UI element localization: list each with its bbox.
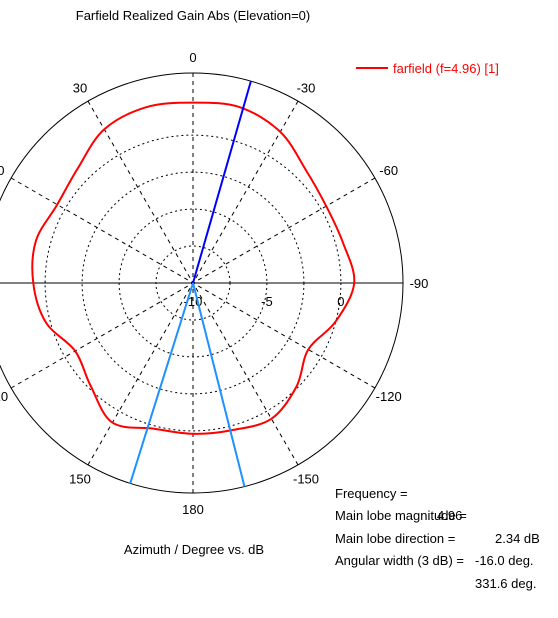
series-line-farfield (31, 101, 356, 435)
radial-tick-labels: -10 -5 0 (184, 294, 345, 309)
info-main-lobe-direction-label: Main lobe direction = (335, 530, 459, 546)
info-frequency-label: Frequency = (335, 485, 412, 501)
angle-label: -120 (376, 389, 402, 404)
beamwidth-marker (192, 282, 246, 487)
angle-label: 60 (0, 163, 5, 178)
antenna-info-panel: Frequency = 4.96 Main lobe magnitude = 2… (335, 460, 540, 591)
info-angular-width: Angular width (3 dB) = 331.6 deg. (335, 528, 536, 591)
info-main-lobe-direction: Main lobe direction = -16.0 deg. (335, 505, 534, 569)
info-main-lobe-magnitude: Main lobe magnitude = 2.34 dB (335, 483, 540, 546)
chart-title: Farfield Realized Gain Abs (Elevation=0) (76, 8, 310, 23)
angle-label: 0 (189, 50, 196, 65)
lobe-markers (129, 80, 252, 487)
main-lobe-marker (192, 80, 252, 284)
polar-chart: Farfield Realized Gain Abs (Elevation=0)… (0, 8, 499, 557)
info-angular-width-label: Angular width (3 dB) = (335, 553, 468, 568)
radial-tick-label: 0 (337, 294, 344, 309)
angle-label: -60 (379, 163, 398, 178)
info-angular-width-value: 331.6 deg. (475, 575, 537, 591)
angle-label: 180 (182, 502, 204, 517)
angle-label: -90 (410, 276, 429, 291)
info-main-lobe-magnitude-label: Main lobe magnitude = (335, 508, 471, 523)
angle-label: 120 (0, 389, 8, 404)
info-frequency-value: 4.96 (437, 508, 463, 523)
info-main-lobe-direction-value: -16.0 deg. (475, 553, 534, 568)
legend: farfield (f=4.96) [1] (356, 61, 499, 76)
angle-label: 30 (73, 80, 87, 95)
info-frequency: Frequency = 4.96 (335, 460, 462, 524)
angle-labels: 0306090120150180-150-120-90-60-30 (0, 50, 428, 517)
series-lines (31, 101, 356, 435)
angle-label: 150 (69, 472, 91, 487)
beamwidth-marker (129, 282, 194, 484)
legend-label: farfield (f=4.96) [1] (393, 61, 499, 76)
info-main-lobe-magnitude-value: 2.34 dB (495, 530, 540, 546)
x-axis-label: Azimuth / Degree vs. dB (124, 542, 264, 557)
angle-label: -150 (293, 472, 319, 487)
angle-label: -30 (297, 80, 316, 95)
radial-tick-label: -5 (261, 294, 273, 309)
